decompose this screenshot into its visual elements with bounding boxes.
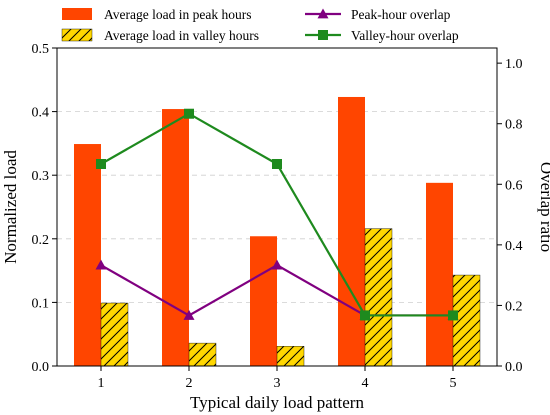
legend-swatch-valley <box>61 28 93 42</box>
bar-peak <box>426 182 453 366</box>
series-point <box>184 108 194 119</box>
x-axis-label: Typical daily load pattern <box>190 393 364 412</box>
bar-valley <box>188 342 217 367</box>
legend-label: Average load in valley hours <box>104 28 259 43</box>
bar-valley <box>100 302 129 367</box>
bar-peak <box>338 96 365 367</box>
lines <box>95 108 459 321</box>
y-tick-label: 0.1 <box>32 296 50 311</box>
x-tick-label: 5 <box>450 376 457 391</box>
legend-label: Peak-hour overlap <box>351 7 451 22</box>
x-tick-label: 2 <box>186 376 193 391</box>
legend-swatch-marker <box>318 30 328 40</box>
legend-swatch-marker <box>317 8 329 19</box>
bar-peak <box>250 236 277 366</box>
y2-tick-label: 0.0 <box>505 360 523 375</box>
bar-peak <box>74 144 101 366</box>
y2-tick-label: 0.4 <box>505 239 523 254</box>
series-point <box>360 310 370 321</box>
legend-label: Average load in peak hours <box>104 7 251 22</box>
bar-valley <box>364 228 393 367</box>
x-tick-label: 1 <box>98 376 105 391</box>
legend: Average load in peak hours Average load i… <box>61 7 459 43</box>
y-tick-label: 0.4 <box>32 106 50 121</box>
y2-tick-label: 0.6 <box>505 178 523 193</box>
series-point <box>183 309 195 320</box>
x-tick-label: 4 <box>362 376 369 391</box>
bar-valley <box>452 274 481 367</box>
bar-peak <box>162 109 189 366</box>
x-tick-label: 3 <box>274 376 281 391</box>
y-tick-label: 0.2 <box>32 233 50 248</box>
y-axis-label: Normalized load <box>1 150 20 264</box>
y-tick-label: 0.3 <box>32 169 50 184</box>
axes: 0.0 0.1 0.2 0.3 0.4 0.5 0.0 0.2 0.4 0.6 0.8 1.0 1 2 3 4… <box>32 42 523 391</box>
y2-tick-label: 0.2 <box>505 299 523 314</box>
series-point <box>95 259 107 270</box>
legend-swatch-peak <box>62 8 92 20</box>
bar-valley <box>276 346 305 367</box>
y-tick-label: 0.5 <box>32 42 50 57</box>
series-point <box>272 158 282 169</box>
bars <box>74 96 481 367</box>
legend-label: Valley-hour overlap <box>351 28 459 43</box>
series-point <box>271 259 283 270</box>
y2-tick-label: 0.8 <box>505 118 523 133</box>
y-tick-label: 0.0 <box>32 360 50 375</box>
y2-tick-label: 1.0 <box>505 57 523 72</box>
series-point <box>96 158 106 169</box>
y2-axis-label: Overlap ratio <box>537 162 550 252</box>
series-point <box>448 310 458 321</box>
